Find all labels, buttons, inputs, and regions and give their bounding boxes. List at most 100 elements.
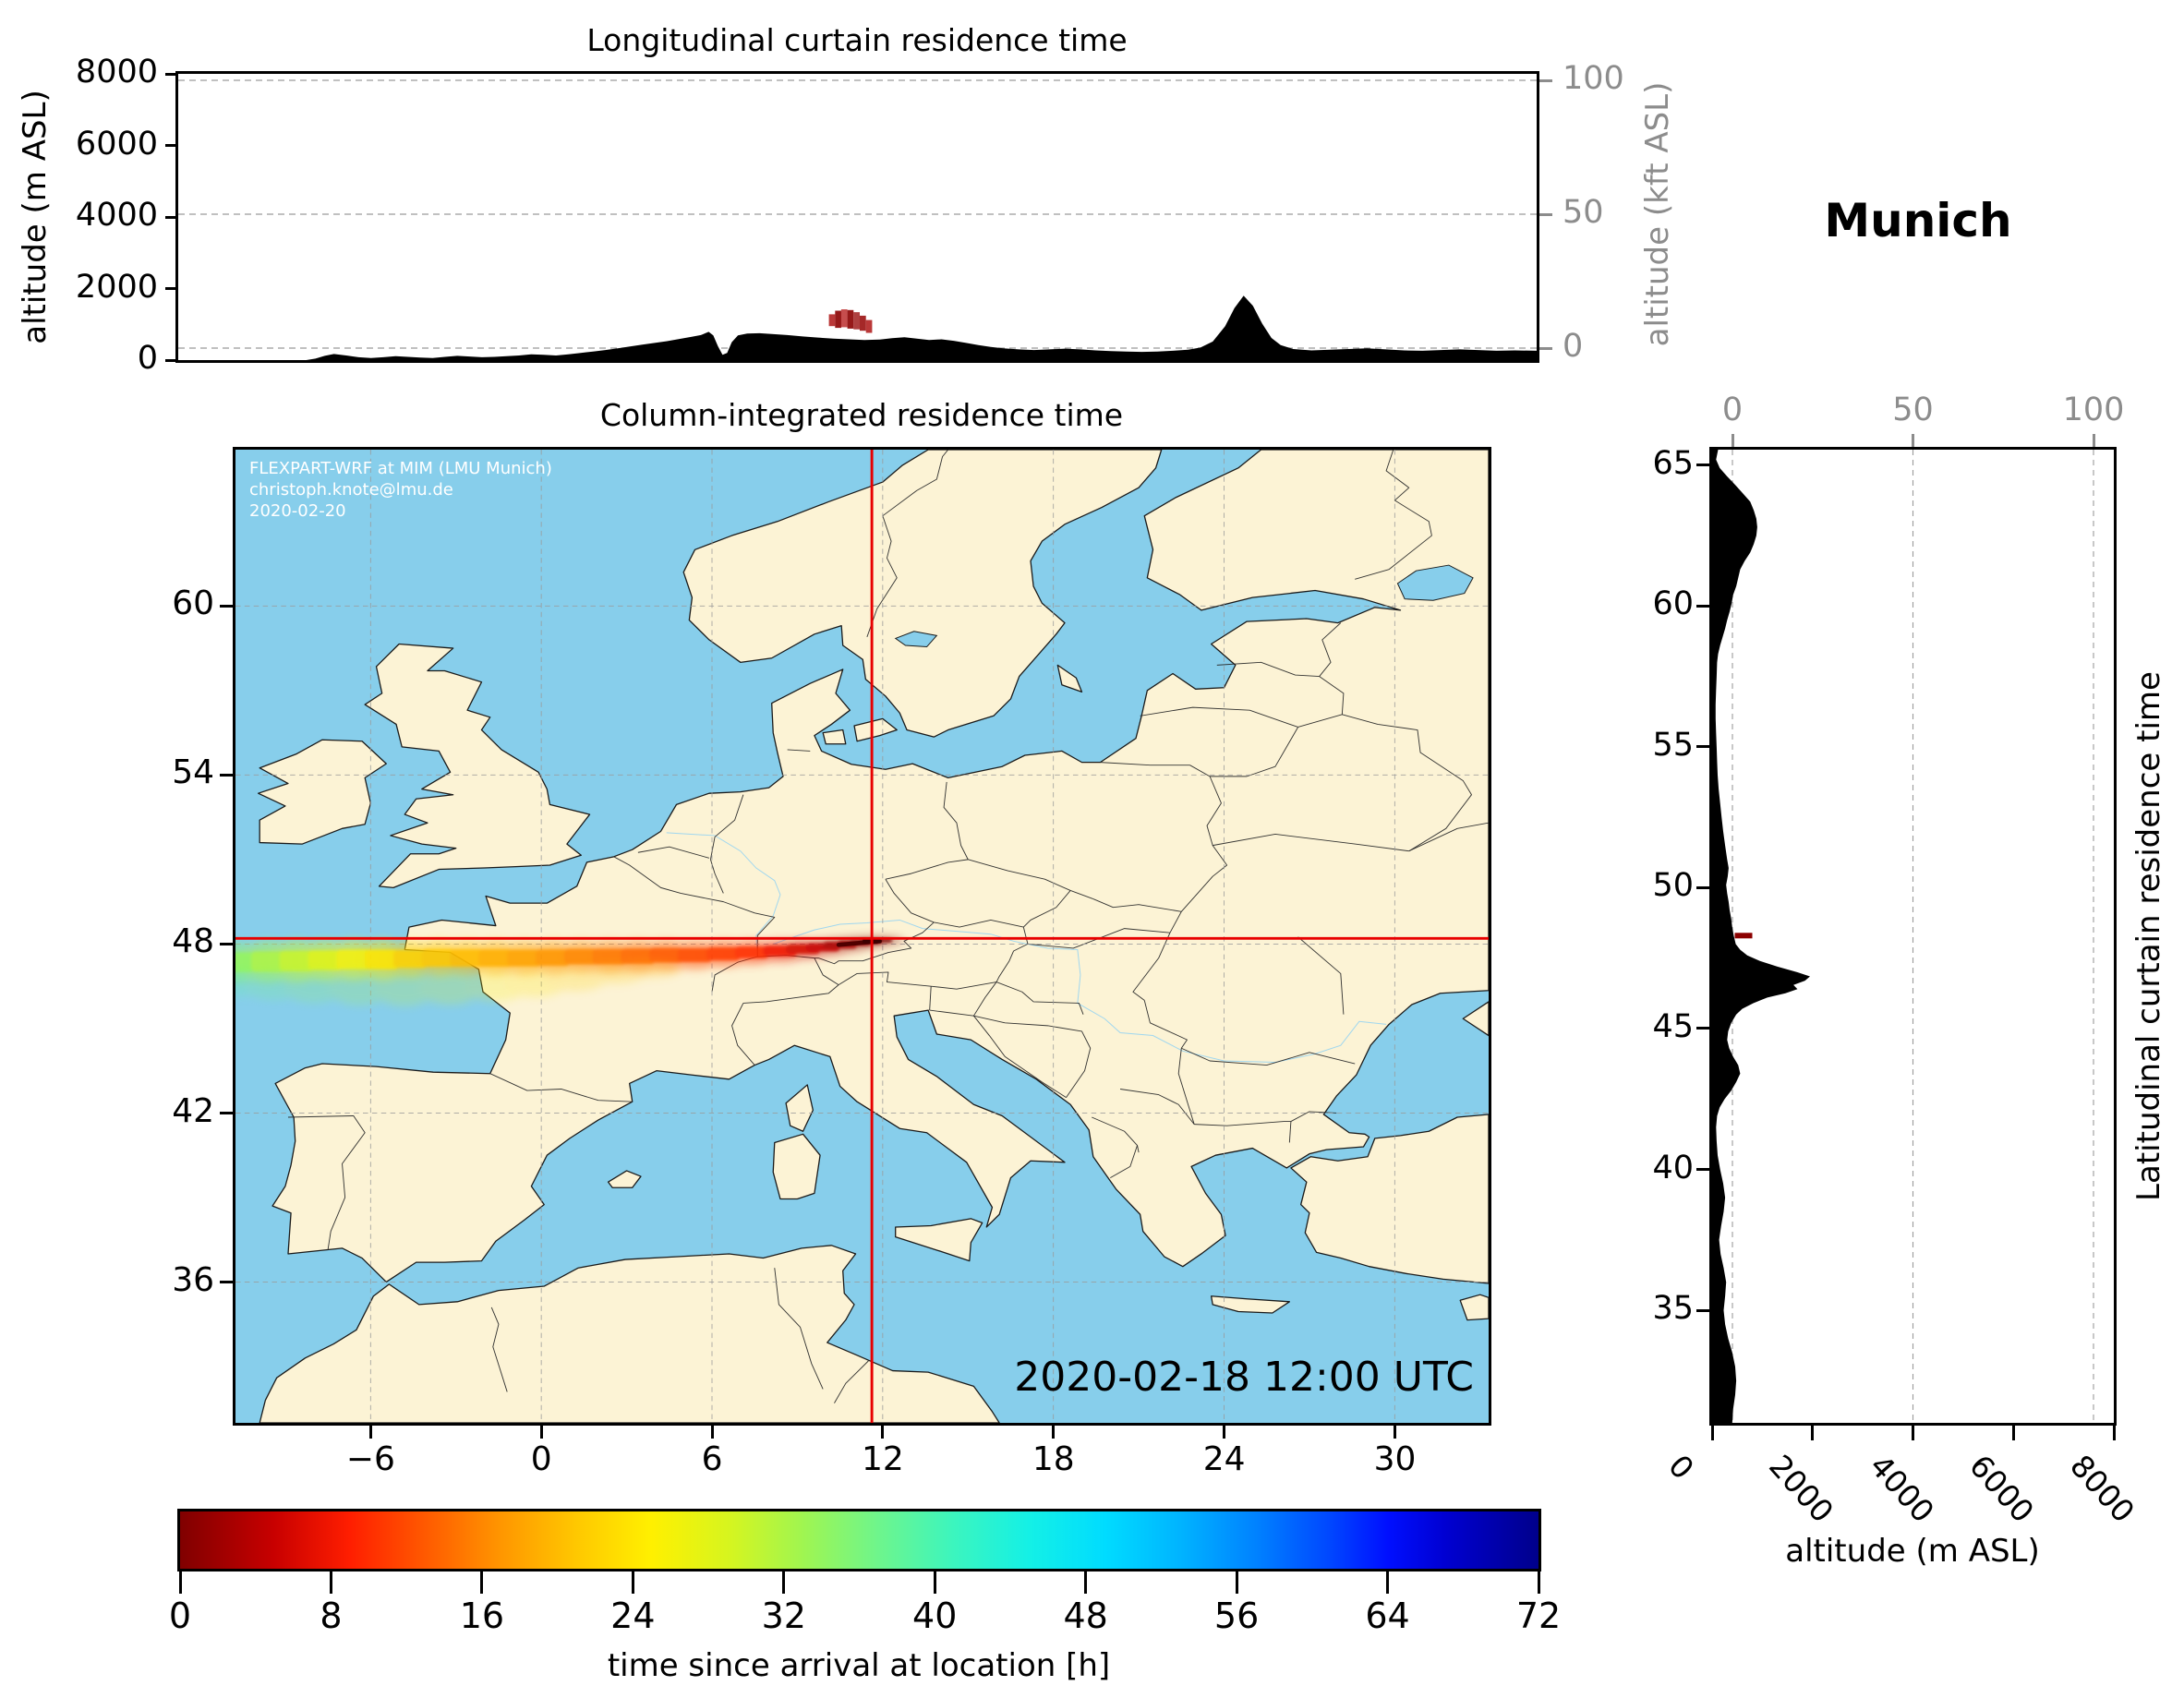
tick-label: 30 (1373, 1440, 1417, 1478)
tick-label: 36 (172, 1260, 214, 1299)
tick-label: 35 (1652, 1290, 1694, 1328)
map-panel-title: Column-integrated residence time (599, 397, 1124, 433)
longitudinal-curtain-chart (178, 79, 1537, 360)
tick-label: 16 (459, 1596, 505, 1636)
tick-label: 6000 (75, 125, 158, 163)
right-axis-label-m-asl: altitude (m ASL) (1785, 1533, 2040, 1570)
tick-label: 48 (1063, 1596, 1108, 1636)
tick-label: 4000 (75, 197, 158, 234)
tick-mark (1084, 1572, 1088, 1594)
tick-label: 56 (1213, 1596, 1260, 1636)
tick-mark (782, 1572, 786, 1594)
tick-label: 8000 (75, 54, 158, 90)
tick-label: 24 (1202, 1440, 1246, 1478)
tick-mark (1696, 1168, 1709, 1172)
colorbar (177, 1509, 1541, 1572)
tick-label: 8 (320, 1596, 343, 1636)
tick-mark (1386, 1572, 1390, 1594)
tick-label: 18 (1032, 1440, 1075, 1478)
tick-label: 42 (172, 1091, 214, 1130)
tick-label: 45 (1652, 1007, 1694, 1045)
latitudinal-curtain-panel (1709, 447, 2117, 1426)
tick-label: 55 (1652, 726, 1694, 764)
tick-mark (220, 604, 233, 608)
tick-label: 24 (610, 1596, 656, 1636)
tick-mark (1731, 434, 1734, 447)
tick-label: 72 (1515, 1596, 1562, 1636)
tick-mark (1912, 1426, 1914, 1440)
tick-mark (1696, 745, 1709, 749)
tick-label: 40 (1652, 1149, 1694, 1186)
tick-label: 6000 (1962, 1448, 2042, 1530)
tick-mark (165, 287, 178, 290)
tick-mark (178, 1572, 182, 1594)
tick-label: 50 (1892, 391, 1934, 428)
tick-label: 50 (1652, 867, 1694, 905)
tick-label: 65 (1652, 444, 1694, 482)
tick-label: 100 (1563, 60, 1624, 97)
tick-mark (539, 1426, 543, 1439)
tick-label: 60 (172, 584, 214, 623)
tick-mark (631, 1572, 634, 1594)
tick-mark (220, 942, 233, 945)
tick-mark (1696, 464, 1709, 467)
tick-mark (329, 1572, 332, 1594)
tick-label: 0 (168, 1596, 192, 1636)
tick-mark (220, 1112, 233, 1114)
longitudinal-curtain-panel (175, 71, 1539, 363)
tick-mark (933, 1572, 936, 1594)
tick-label: 0 (137, 340, 158, 377)
tick-mark (2092, 434, 2095, 447)
tick-mark (1912, 434, 1914, 447)
tick-mark (165, 215, 178, 219)
tick-label: −6 (345, 1440, 395, 1478)
attribution-text: FLEXPART-WRF at MIM (LMU Munich) christo… (249, 458, 552, 522)
tick-label: 50 (1563, 194, 1604, 231)
right-panel-title: Latitudinal curtain residence time (2130, 671, 2167, 1201)
tick-mark (1235, 1572, 1238, 1594)
europe-map (235, 450, 1489, 1423)
tick-label: 6 (701, 1440, 723, 1478)
tick-label: 0 (1563, 328, 1584, 365)
tick-label: 8000 (2063, 1448, 2142, 1530)
tick-label: 2000 (75, 268, 158, 306)
tick-mark (1052, 1426, 1056, 1439)
tick-label: 2000 (1761, 1448, 1840, 1530)
tick-label: 40 (912, 1596, 958, 1636)
tick-label: 48 (172, 922, 214, 961)
timestamp-label: 2020-02-18 12:00 UTC (1014, 1354, 1474, 1401)
tick-mark (165, 144, 178, 147)
attribution-line-1: FLEXPART-WRF at MIM (LMU Munich) (249, 459, 552, 478)
column-integrated-map-panel (233, 447, 1491, 1426)
tick-label: 100 (2062, 391, 2125, 428)
attribution-line-3: 2020-02-20 (249, 501, 346, 521)
tick-mark (881, 1426, 885, 1439)
tick-mark (165, 358, 178, 362)
attribution-line-2: christoph.knote@lmu.de (249, 480, 453, 500)
tick-mark (368, 1426, 372, 1439)
tick-label: 0 (530, 1440, 552, 1478)
station-title: Munich (1824, 194, 2012, 247)
tick-label: 60 (1652, 585, 1694, 623)
tick-mark (2011, 1426, 2015, 1440)
tick-mark (710, 1426, 714, 1439)
tick-mark (1537, 1572, 1540, 1594)
latitudinal-curtain-chart (1712, 450, 2094, 1423)
tick-mark (220, 1281, 233, 1284)
tick-mark (1696, 1308, 1709, 1312)
tick-mark (220, 773, 233, 777)
tick-mark (1696, 604, 1709, 608)
tick-label: 64 (1365, 1596, 1410, 1636)
tick-mark (1539, 212, 1552, 216)
tick-label: 4000 (1862, 1448, 1941, 1530)
tick-mark (1539, 346, 1552, 350)
top-panel-title: Longitudinal curtain residence time (586, 22, 1128, 58)
tick-mark (1811, 1426, 1815, 1440)
tick-mark (1696, 1027, 1709, 1030)
tick-mark (1710, 1426, 1714, 1440)
top-axis-label-kft-asl: altitude (kft ASL) (1639, 81, 1676, 347)
colorbar-label: time since arrival at location [h] (607, 1647, 1111, 1684)
tick-mark (480, 1572, 484, 1594)
tick-label: 54 (172, 753, 214, 792)
